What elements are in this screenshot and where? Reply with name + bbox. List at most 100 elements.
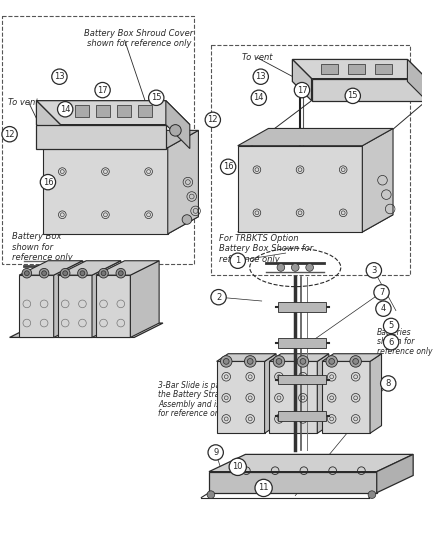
Polygon shape — [292, 59, 427, 78]
Polygon shape — [37, 101, 60, 148]
Bar — [278, 302, 326, 311]
Text: 14: 14 — [253, 93, 264, 102]
Circle shape — [2, 127, 17, 142]
Polygon shape — [377, 454, 413, 493]
Polygon shape — [58, 275, 92, 337]
Text: Battery Box Shown for: Battery Box Shown for — [219, 245, 313, 254]
Text: 12: 12 — [4, 130, 15, 138]
Circle shape — [253, 69, 268, 85]
Bar — [2, 16, 194, 264]
Text: 14: 14 — [60, 105, 70, 114]
Text: 1: 1 — [235, 256, 240, 265]
Text: 9: 9 — [213, 448, 218, 457]
Text: shown for reference only: shown for reference only — [87, 39, 191, 48]
Text: To vent: To vent — [7, 98, 38, 107]
Circle shape — [366, 262, 381, 278]
Polygon shape — [370, 354, 381, 433]
Circle shape — [291, 264, 299, 271]
Circle shape — [374, 285, 389, 300]
Polygon shape — [96, 275, 130, 337]
Circle shape — [230, 253, 246, 269]
Text: Batteries: Batteries — [377, 328, 411, 337]
Polygon shape — [312, 78, 427, 101]
Polygon shape — [317, 354, 329, 433]
Circle shape — [60, 269, 70, 278]
Circle shape — [220, 159, 236, 175]
Circle shape — [277, 264, 285, 271]
Bar — [96, 106, 110, 117]
Circle shape — [224, 359, 229, 364]
Polygon shape — [19, 275, 54, 337]
Polygon shape — [269, 354, 329, 361]
Polygon shape — [238, 128, 393, 146]
Polygon shape — [209, 471, 377, 493]
Polygon shape — [130, 261, 159, 337]
Text: 7: 7 — [379, 288, 384, 297]
Text: shown for: shown for — [11, 242, 53, 251]
Polygon shape — [37, 125, 166, 148]
Polygon shape — [216, 354, 276, 361]
Circle shape — [381, 376, 396, 391]
Text: 15: 15 — [348, 91, 358, 101]
Polygon shape — [92, 261, 121, 337]
Polygon shape — [264, 354, 276, 433]
Circle shape — [77, 269, 87, 278]
Polygon shape — [238, 146, 363, 232]
Circle shape — [345, 88, 360, 103]
Polygon shape — [322, 354, 381, 361]
Circle shape — [118, 271, 123, 276]
Text: 2: 2 — [216, 292, 221, 302]
Polygon shape — [209, 454, 413, 471]
Circle shape — [245, 356, 256, 367]
Text: 16: 16 — [223, 162, 234, 171]
Bar — [278, 411, 326, 421]
Text: for reference only: for reference only — [158, 409, 227, 418]
Circle shape — [211, 290, 226, 305]
Text: 4: 4 — [381, 304, 386, 313]
Polygon shape — [43, 148, 168, 234]
Circle shape — [205, 112, 220, 127]
Text: 3: 3 — [371, 266, 377, 275]
Circle shape — [329, 359, 334, 364]
Bar — [348, 64, 365, 74]
Bar — [138, 106, 152, 117]
Circle shape — [208, 445, 224, 460]
Bar — [117, 106, 131, 117]
Text: the Battery Strap: the Battery Strap — [158, 390, 224, 399]
Bar — [211, 45, 410, 275]
Text: shown for: shown for — [377, 337, 414, 346]
Text: 5: 5 — [389, 321, 394, 330]
Polygon shape — [238, 215, 393, 232]
Text: 8: 8 — [385, 379, 391, 388]
Circle shape — [40, 175, 55, 190]
Circle shape — [220, 356, 232, 367]
Bar — [278, 339, 326, 348]
Text: Assembly and is shown: Assembly and is shown — [158, 400, 247, 409]
Circle shape — [58, 102, 73, 117]
Circle shape — [63, 271, 68, 276]
Bar — [321, 64, 338, 74]
Text: To vent: To vent — [242, 53, 272, 62]
Text: Battery Box Shroud Cover: Battery Box Shroud Cover — [84, 29, 194, 38]
Circle shape — [39, 269, 49, 278]
Polygon shape — [54, 261, 82, 337]
Circle shape — [383, 318, 399, 334]
Circle shape — [251, 90, 267, 106]
Text: 17: 17 — [297, 86, 307, 95]
Polygon shape — [322, 361, 370, 433]
Circle shape — [170, 125, 181, 136]
Text: Assembled View: Assembled View — [19, 309, 99, 319]
Circle shape — [273, 356, 285, 367]
Circle shape — [52, 69, 67, 85]
Circle shape — [300, 359, 306, 364]
Polygon shape — [58, 261, 121, 275]
Circle shape — [25, 271, 29, 276]
Polygon shape — [43, 217, 198, 234]
Circle shape — [116, 269, 125, 278]
Polygon shape — [216, 361, 264, 433]
Polygon shape — [407, 59, 427, 101]
Bar — [375, 64, 392, 74]
Circle shape — [182, 215, 192, 224]
Polygon shape — [166, 101, 190, 148]
Circle shape — [297, 356, 309, 367]
